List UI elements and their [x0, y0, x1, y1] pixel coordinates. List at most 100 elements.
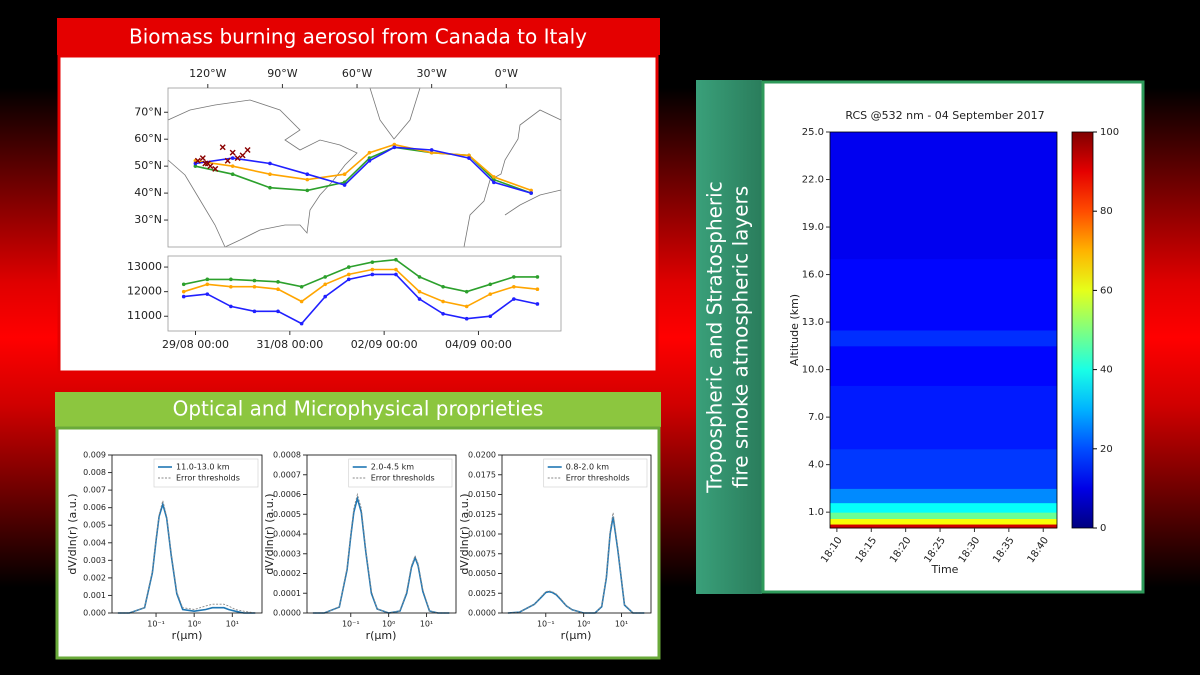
x-tick-label: 31/08 00:00	[256, 338, 323, 351]
x-tick-label: 30°W	[416, 67, 446, 80]
y-tick-label: 0.000	[83, 609, 106, 618]
y-tick-label: 1.0	[808, 507, 824, 518]
series-point	[392, 142, 397, 147]
y-tick-label: 0.001	[83, 591, 106, 600]
x-tick-label: 10⁻¹	[342, 620, 360, 629]
x-tick-label: 02/09 00:00	[351, 338, 418, 351]
x-tick-label: 10⁰	[577, 620, 590, 629]
header-bar	[55, 392, 661, 427]
y-tick-label: 60°N	[134, 132, 162, 145]
fire-point	[244, 146, 251, 153]
y-tick-label: 0.0006	[273, 490, 301, 499]
series-point	[367, 150, 372, 155]
series-point	[529, 188, 533, 193]
y-tick-label: 0.008	[83, 468, 106, 477]
x-tick-label: 10⁰	[187, 620, 200, 629]
x-tick-label: 10⁻¹	[147, 620, 165, 629]
x-tick-label: 29/08 00:00	[162, 338, 229, 351]
series-point	[342, 183, 347, 187]
legend-label: Error thresholds	[176, 474, 240, 483]
heading: Optical and Microphysical proprieties	[173, 397, 544, 421]
series-point	[464, 289, 469, 294]
series-point	[417, 289, 422, 294]
colorbar-tick-label: 0	[1100, 523, 1106, 534]
series-point	[529, 191, 533, 195]
series-point	[367, 158, 372, 163]
series-point	[492, 175, 496, 179]
series-point	[535, 287, 540, 291]
series-point	[488, 314, 493, 319]
series-point	[535, 302, 540, 306]
panel	[57, 54, 659, 374]
series-point	[252, 284, 257, 289]
colorbar-tick-label: 60	[1100, 285, 1113, 296]
series-point	[441, 284, 445, 289]
y-tick-label: 0.003	[83, 556, 106, 565]
y-tick-label: 0.0000	[273, 609, 301, 618]
y-tick-label: 7.0	[808, 412, 824, 423]
y-tick-label: 0.0175	[468, 470, 496, 479]
series-point	[230, 164, 235, 168]
series-point	[181, 289, 186, 294]
y-tick-label: 4.0	[808, 460, 824, 471]
series-point	[492, 180, 496, 185]
series-point	[252, 278, 257, 283]
x-tick-label: 10⁻¹	[537, 620, 555, 629]
series-point	[252, 309, 257, 314]
y-tick-label: 0.0025	[468, 589, 496, 598]
series-point	[299, 321, 304, 326]
y-tick-label: 0.0125	[468, 510, 496, 519]
y-tick-label: 0.0150	[468, 490, 496, 499]
series-point	[323, 294, 328, 299]
y-tick-label: 0.0100	[468, 530, 496, 539]
colorbar-tick-label: 100	[1100, 127, 1119, 138]
series-point	[346, 265, 351, 269]
series-line	[183, 268, 538, 308]
x-tick-label: 10¹	[420, 620, 433, 629]
heat-cell	[830, 512, 1057, 519]
series-point	[276, 287, 280, 291]
series-point	[392, 145, 397, 150]
side-label-box	[696, 80, 762, 594]
legend-label: 11.0-13.0 km	[176, 463, 230, 472]
series-point	[467, 156, 471, 160]
fire-point	[204, 160, 211, 167]
series-point	[323, 275, 328, 279]
series-point	[512, 284, 516, 289]
legend-box	[153, 458, 259, 488]
series-point	[193, 164, 198, 168]
heat-cell	[830, 132, 1057, 260]
y-tick-label: 22.0	[802, 175, 824, 186]
series-point	[370, 272, 375, 277]
coastline	[167, 87, 562, 248]
series-point	[370, 267, 375, 272]
series-point	[488, 292, 493, 296]
x-tick-label: 60°W	[342, 67, 372, 80]
series-point	[394, 257, 398, 262]
series-point	[512, 275, 516, 279]
y-tick-label: 11000	[127, 309, 162, 322]
series-point	[268, 172, 272, 177]
y-tick-label: 70°N	[134, 105, 162, 118]
x-axis-label: r(μm)	[561, 629, 592, 642]
y-axis-label: dV/dln(r) (a.u.)	[263, 493, 276, 574]
legend-label: Error thresholds	[566, 474, 630, 483]
series-point	[205, 292, 210, 296]
legend-label: 0.8-2.0 km	[566, 463, 610, 472]
y-tick-label: 25.0	[802, 127, 824, 138]
series-point	[229, 284, 233, 289]
axes-frame	[167, 255, 562, 332]
series-point	[299, 299, 304, 304]
fire-point	[224, 157, 231, 164]
series-point	[488, 282, 493, 287]
heat-cell	[830, 524, 1057, 529]
y-tick-label: 0.0002	[273, 569, 301, 578]
x-tick-label: 10⁰	[382, 620, 395, 629]
legend-box	[543, 458, 648, 488]
y-tick-label: 19.0	[802, 222, 824, 233]
y-tick-label: 0.009	[83, 451, 106, 460]
fire-point	[234, 155, 241, 162]
fire-point	[212, 165, 219, 172]
y-tick-label: 0.0075	[468, 549, 496, 558]
